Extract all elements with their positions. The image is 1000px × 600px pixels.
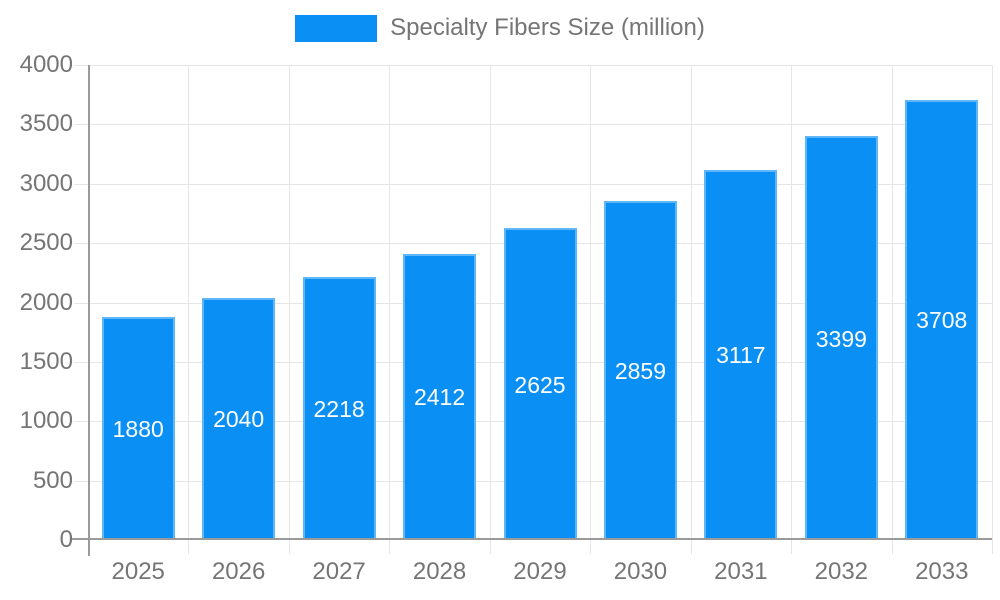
bar-2032: 3399 — [804, 136, 878, 540]
x-tick-label: 2031 — [714, 558, 768, 585]
v-gridline — [288, 65, 290, 554]
h-gridline — [74, 183, 992, 185]
bar-2028: 2412 — [403, 253, 477, 540]
bar-value-label: 3708 — [916, 307, 968, 334]
x-tick-label: 2032 — [814, 558, 869, 585]
y-tick-label: 2500 — [19, 229, 73, 257]
x-tick-label: 2026 — [211, 558, 266, 585]
bar-2026: 2040 — [202, 297, 276, 540]
legend-swatch — [295, 14, 378, 42]
x-tick-label: 2027 — [312, 558, 366, 585]
bar-value-label: 3399 — [815, 325, 867, 352]
v-gridline — [690, 65, 692, 554]
bar-2030: 2859 — [603, 200, 677, 540]
y-axis-line — [88, 65, 90, 556]
bar-value-label: 2218 — [313, 395, 365, 422]
v-gridline — [590, 65, 592, 554]
legend-label: Specialty Fibers Size (million) — [390, 14, 705, 41]
v-gridline — [188, 65, 190, 554]
y-tick-label: 1000 — [19, 407, 73, 435]
legend: Specialty Fibers Size (million) — [0, 14, 1000, 42]
y-tick-label: 2000 — [19, 288, 73, 316]
bar-2033: 3708 — [905, 99, 979, 540]
x-tick-label: 2025 — [111, 558, 165, 585]
v-gridline — [791, 65, 793, 554]
x-axis-line — [72, 538, 992, 540]
bar-value-label: 2859 — [614, 357, 667, 384]
bar-2031: 3117 — [704, 169, 778, 540]
v-gridline — [489, 65, 491, 554]
y-tick-label: 3500 — [19, 110, 73, 138]
y-tick-label: 3000 — [19, 169, 73, 197]
bar-2029: 2625 — [503, 228, 577, 540]
y-tick-label: 1500 — [19, 347, 73, 375]
bar-value-label: 1880 — [112, 415, 164, 442]
plot-area: 1880 2040 2218 2412 2625 2859 3117 3399 3708 0 50… — [20, 51, 993, 585]
h-gridline — [74, 124, 992, 126]
bar-value-label: 2412 — [413, 384, 466, 411]
v-gridline — [389, 65, 391, 554]
bar-2025: 1880 — [101, 316, 175, 540]
x-tick-label: 2029 — [513, 558, 567, 585]
bar-value-label: 2625 — [514, 371, 566, 398]
y-tick-label: 4000 — [19, 51, 73, 78]
h-gridline — [74, 65, 992, 66]
v-gridline — [992, 65, 993, 554]
x-tick-label: 2033 — [915, 558, 969, 585]
v-gridline — [891, 65, 893, 554]
x-tick-label: 2030 — [613, 558, 668, 585]
y-tick-label: 0 — [59, 526, 73, 553]
y-tick-label: 500 — [32, 466, 73, 494]
bar-2027: 2218 — [302, 276, 376, 540]
bar-value-label: 2040 — [213, 406, 265, 433]
bar-value-label: 3117 — [716, 342, 766, 369]
x-tick-label: 2028 — [412, 558, 467, 585]
